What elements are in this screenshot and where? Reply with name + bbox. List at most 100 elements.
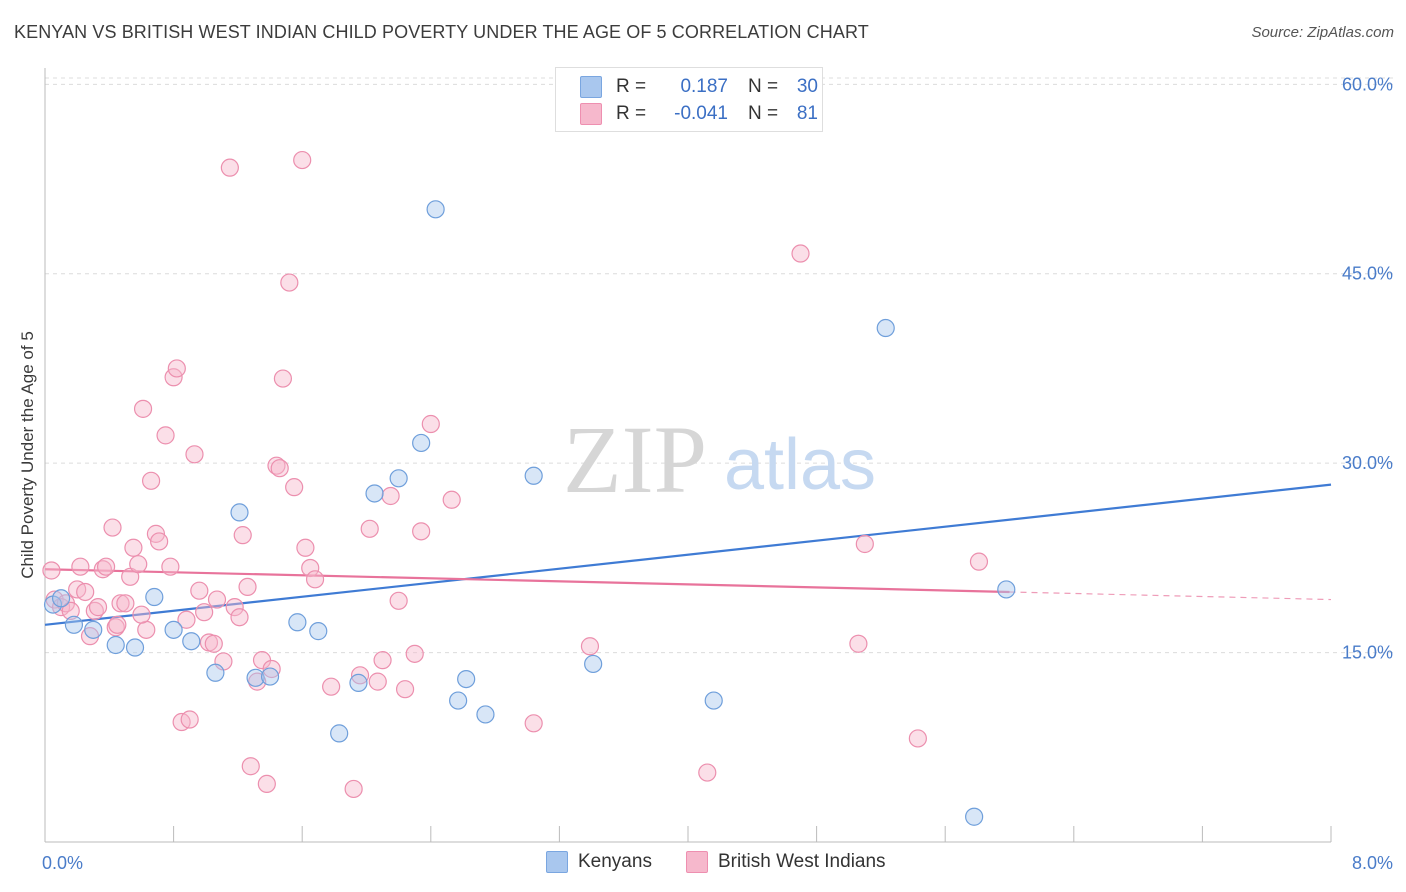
- kenyans-point: [206, 663, 225, 682]
- kenyans-point: [309, 622, 328, 641]
- bwi-point: [293, 150, 312, 170]
- bwi-point: [220, 158, 239, 177]
- stats-legend-row-bwi: R = -0.041 N = 81: [580, 101, 818, 127]
- bwi-point: [389, 591, 408, 610]
- kenyans-point: [389, 469, 408, 488]
- kenyans-point: [51, 589, 71, 608]
- bwi-point: [395, 680, 415, 699]
- bwi-point: [230, 608, 249, 627]
- bwi-trend-line: [44, 568, 1010, 594]
- bwi-point: [698, 763, 717, 782]
- kenyans-point: [182, 632, 201, 651]
- bwi-point: [421, 414, 440, 434]
- bwi-point: [270, 459, 289, 478]
- kenyans-point: [260, 667, 280, 686]
- legend-label-british-west-indians: British West Indians: [718, 851, 886, 872]
- x-tick-label: 8.0%: [1352, 853, 1393, 873]
- grid-layer: [45, 77, 1395, 654]
- r-label: R =: [616, 76, 647, 97]
- bwi-point: [76, 582, 95, 602]
- n-label: N =: [748, 76, 779, 97]
- bwi-point: [116, 594, 135, 613]
- watermark-atlas: atlas: [724, 425, 876, 505]
- bwi-trend-line-extension: [1009, 591, 1332, 601]
- bwi-point: [111, 594, 130, 613]
- bwi-point: [195, 603, 214, 622]
- kenyans-point: [965, 807, 984, 826]
- bwi-point: [350, 666, 370, 685]
- bwi-point: [373, 651, 392, 670]
- x-tick-label: 0.0%: [42, 853, 83, 873]
- bwi-point: [204, 634, 223, 653]
- watermark: ZIP atlas: [563, 406, 876, 513]
- bwi-point: [137, 620, 156, 639]
- trend-layer: [44, 483, 1332, 626]
- kenyans-swatch: [580, 76, 602, 98]
- bwi-point: [71, 557, 90, 576]
- kenyans-point: [476, 705, 495, 724]
- bwi-point: [207, 590, 227, 609]
- stats-legend-row-kenyans: R = 0.187 N = 30: [580, 74, 818, 100]
- kenyans-point: [426, 200, 445, 219]
- bwi-point: [301, 558, 320, 578]
- watermark-zip: ZIP: [563, 406, 707, 513]
- n-label: N =: [748, 103, 779, 124]
- bwi-point: [129, 555, 148, 574]
- y-tick-label: 15.0%: [1342, 643, 1393, 663]
- bwi-point: [273, 369, 293, 388]
- bwi-point: [42, 561, 61, 580]
- kenyans-legend-swatch: [546, 851, 568, 873]
- y-tick-label: 60.0%: [1342, 74, 1393, 94]
- legend-item-kenyans[interactable]: Kenyans: [546, 851, 652, 873]
- kenyans-point: [449, 691, 468, 710]
- legend-label-kenyans: Kenyans: [578, 851, 652, 872]
- kenyans-point: [349, 673, 368, 692]
- kenyans-point: [876, 318, 895, 338]
- bwi-point: [180, 710, 199, 729]
- bwi-point: [580, 637, 600, 656]
- bwi-point: [93, 560, 112, 579]
- legend-item-british-west-indians[interactable]: British West Indians: [686, 851, 886, 873]
- bwi-point: [150, 532, 169, 551]
- bwi-point: [381, 486, 400, 506]
- y-tick-label: 30.0%: [1342, 453, 1393, 473]
- bwi-point: [225, 598, 244, 617]
- bwi-point: [849, 634, 868, 653]
- kenyans-point: [524, 466, 543, 485]
- bwi-point: [161, 557, 180, 576]
- bwi-point: [405, 644, 424, 663]
- kenyans-point: [84, 620, 103, 639]
- bwi-point: [908, 729, 927, 748]
- bwi-point: [969, 552, 989, 571]
- r-value: -0.041: [674, 103, 728, 124]
- bwi-point: [88, 598, 108, 617]
- bwi-point: [167, 359, 186, 378]
- kenyans-point: [584, 654, 603, 674]
- bwi-point: [360, 519, 379, 538]
- bwi-point: [285, 478, 304, 497]
- bwi-point: [133, 399, 153, 418]
- bwi-point: [412, 522, 431, 541]
- kenyans-point: [365, 484, 384, 503]
- y-tick-label: 45.0%: [1342, 264, 1393, 284]
- kenyans-point: [106, 635, 125, 655]
- bwi-legend-swatch: [686, 851, 708, 873]
- kenyans-point: [145, 587, 164, 607]
- kenyans-trend-line: [44, 483, 1332, 626]
- kenyans-point: [164, 620, 183, 639]
- bwi-point: [103, 518, 122, 537]
- kenyans-point: [246, 668, 265, 687]
- n-value: 30: [796, 76, 818, 97]
- bwi-point: [855, 534, 874, 554]
- bwi-point: [344, 779, 363, 799]
- bwi-point: [524, 714, 543, 733]
- axes-layer: 15.0% 30.0% 45.0% 60.0% 0.0% 8.0%: [42, 68, 1393, 873]
- kenyans-point: [704, 691, 723, 710]
- kenyans-point: [412, 433, 431, 453]
- series-legend: Kenyans British West Indians: [0, 851, 1406, 877]
- bwi-point: [96, 557, 116, 576]
- bwi-point: [141, 471, 161, 490]
- source-credit: Source: ZipAtlas.com: [1251, 24, 1394, 41]
- bwi-point: [442, 490, 461, 509]
- bwi-point: [322, 677, 341, 696]
